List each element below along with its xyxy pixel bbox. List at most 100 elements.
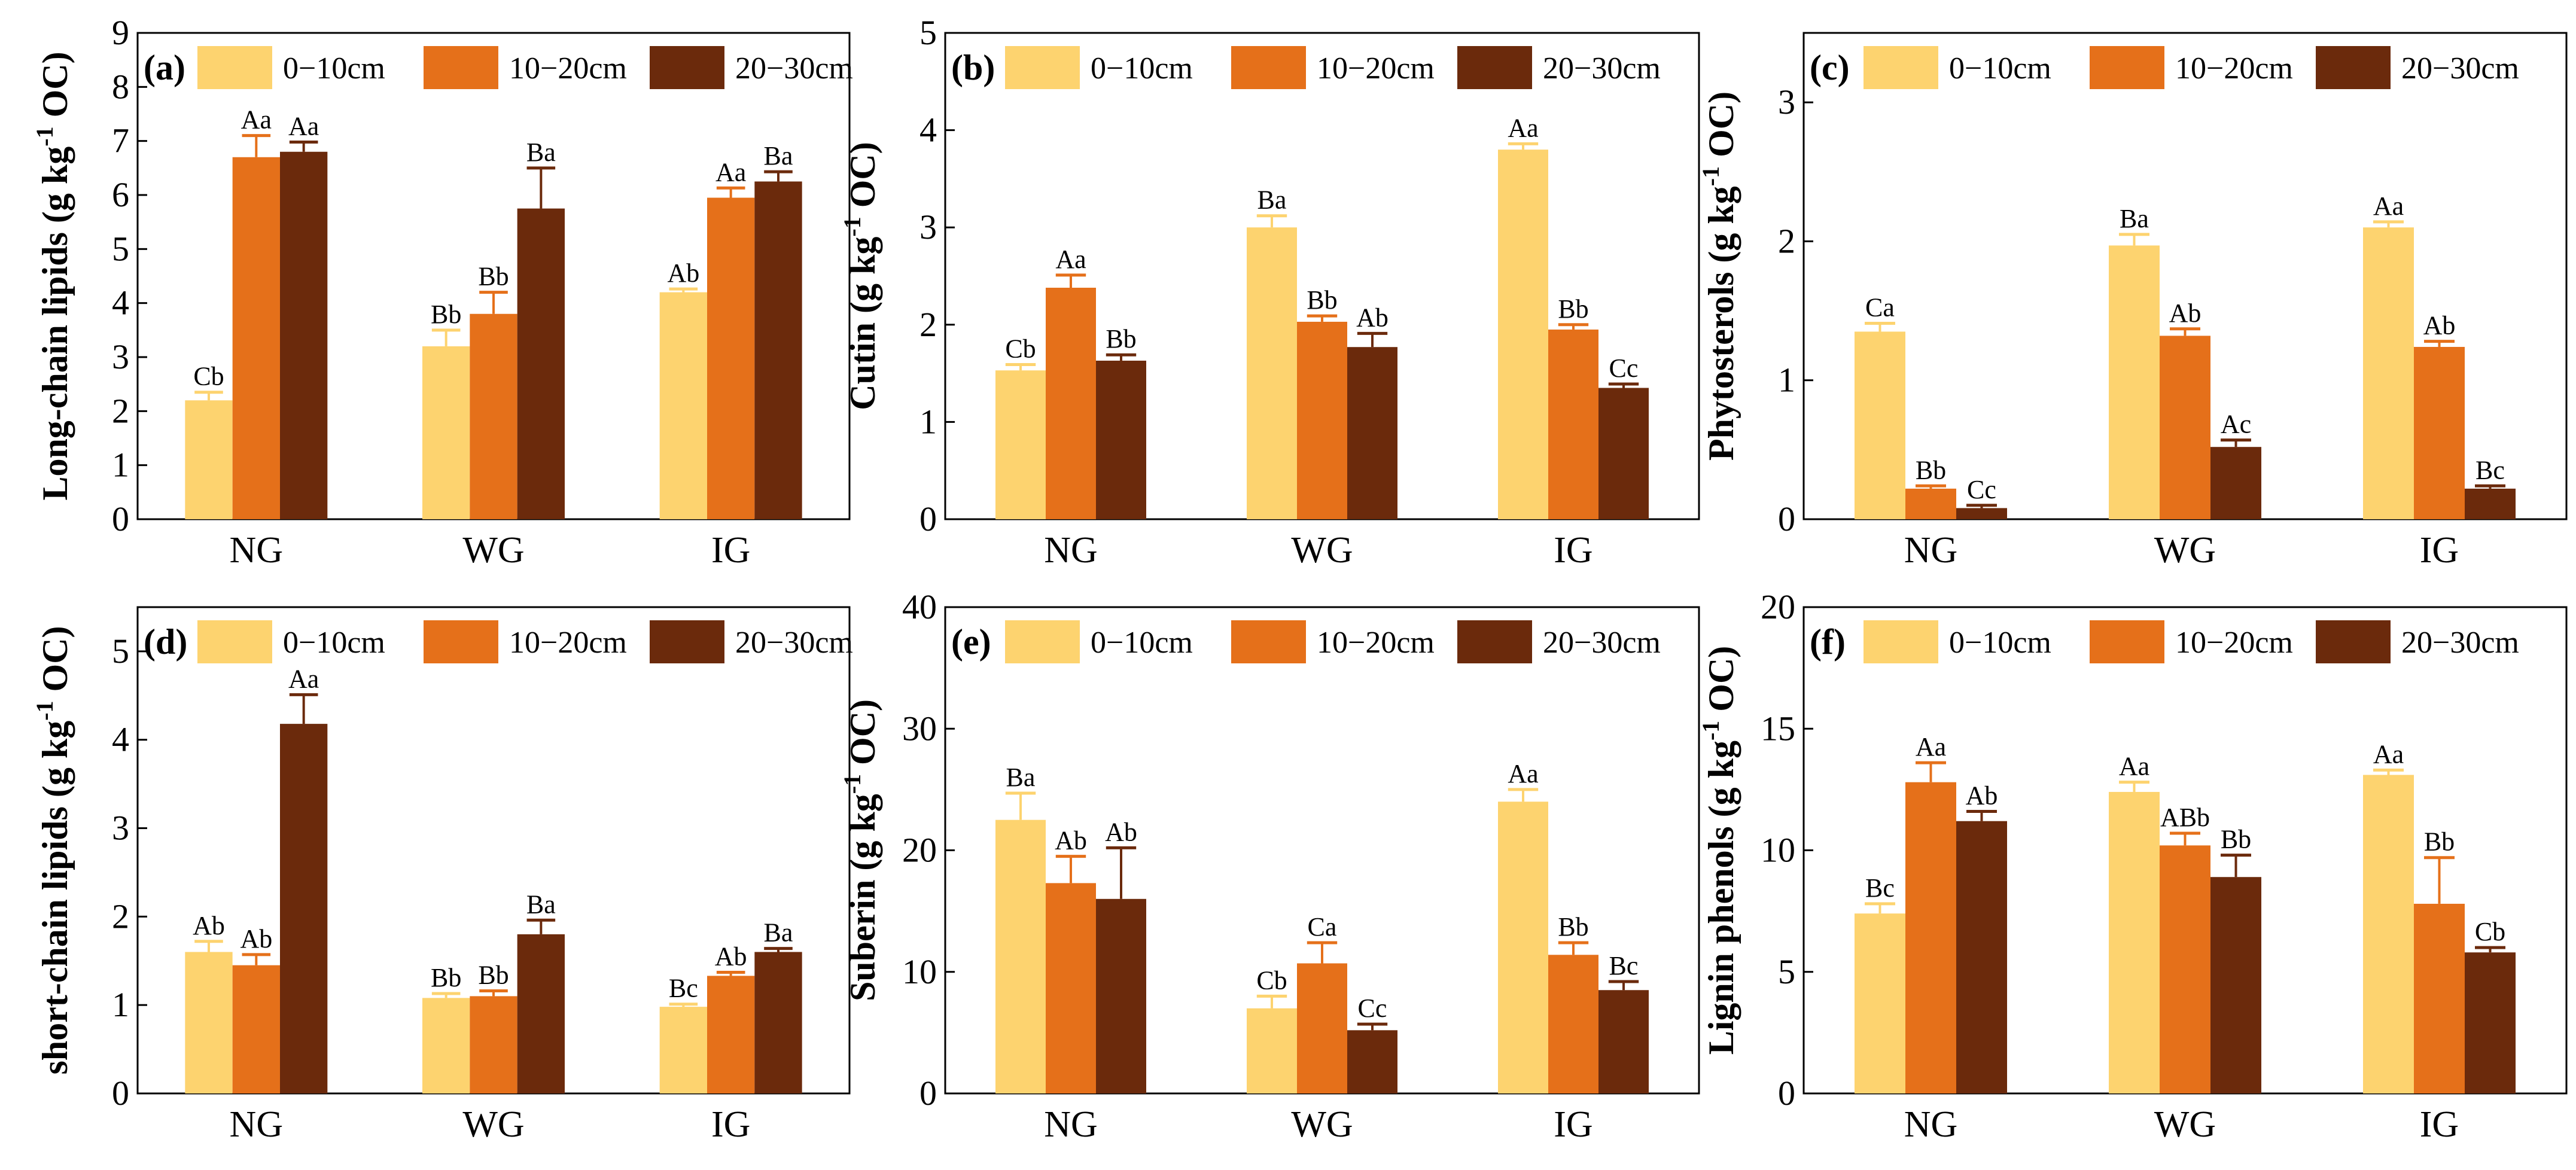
- panel-label: (d): [144, 622, 187, 662]
- significance-label: Ba: [526, 138, 556, 167]
- significance-label: Bb: [1558, 294, 1588, 324]
- bar-ig-series-1: [2363, 227, 2414, 519]
- significance-label: ABb: [2160, 803, 2210, 832]
- legend-label-1: 0−10cm: [1949, 626, 2051, 660]
- legend-label-2: 10−20cm: [1317, 626, 1435, 660]
- y-axis-label-superscript: -1: [839, 217, 866, 236]
- x-category-label: WG: [462, 530, 524, 571]
- y-axis-label-superscript: -1: [839, 774, 866, 794]
- legend-swatch-2: [2090, 620, 2164, 663]
- bar-ng-series-2: [232, 965, 280, 1093]
- significance-label: Ba: [2120, 204, 2149, 233]
- bar-ig-series-3: [2465, 488, 2516, 519]
- significance-label: Ba: [1257, 185, 1287, 215]
- significance-label: Ba: [1006, 763, 1036, 792]
- legend-swatch-1: [1005, 620, 1080, 663]
- significance-label: Ab: [1356, 303, 1389, 332]
- y-tick-label: 30: [902, 709, 937, 748]
- bar-ng-series-3: [1956, 821, 2007, 1093]
- legend-swatch-2: [1231, 620, 1306, 663]
- bar-ng-series-1: [1855, 913, 1905, 1093]
- chart-panel-3: 0 1 2 3 Phytosterols (g kg-1 OC) NG Ca Bb Cc WG Ba…: [1697, 32, 2568, 571]
- y-axis-label-end: OC): [1701, 646, 1741, 721]
- significance-label: Ca: [1865, 292, 1895, 322]
- significance-label: Ac: [2221, 410, 2251, 439]
- legend-swatch-2: [1231, 46, 1306, 89]
- x-category-label: IG: [711, 530, 750, 571]
- y-tick-label: 3: [112, 809, 129, 848]
- y-tick-label: 5: [919, 13, 937, 52]
- significance-label: Bc: [1865, 873, 1895, 903]
- x-category-label: WG: [1291, 1104, 1353, 1145]
- significance-label: Ab: [2423, 311, 2456, 340]
- bar-ng-series-2: [1905, 488, 1956, 519]
- y-tick-label: 4: [919, 111, 937, 150]
- significance-label: Ab: [715, 942, 747, 971]
- legend-label-2: 10−20cm: [509, 51, 627, 86]
- significance-label: Aa: [2373, 191, 2404, 221]
- legend-swatch-3: [1457, 620, 1532, 663]
- significance-label: Bb: [1106, 324, 1136, 354]
- significance-label: Ca: [1308, 912, 1337, 942]
- x-category-label: NG: [230, 530, 284, 571]
- y-axis-label: Lignin phenols (g kg-1 OC): [1697, 646, 1741, 1055]
- y-tick-label: 0: [919, 499, 937, 538]
- y-axis-label: Phytosterols (g kg-1 OC): [1697, 92, 1741, 461]
- y-tick-label: 5: [1778, 952, 1795, 991]
- y-tick-label: 1: [112, 985, 129, 1024]
- y-tick-label: 0: [919, 1074, 937, 1113]
- significance-label: Aa: [1055, 245, 1086, 274]
- y-axis-label-end: OC): [1701, 92, 1741, 166]
- y-tick-label: 1: [1778, 361, 1795, 400]
- y-tick-label: 40: [902, 587, 937, 626]
- significance-label: Bb: [1916, 455, 1946, 485]
- significance-label: Ab: [193, 911, 225, 940]
- bar-ng-series-3: [280, 724, 328, 1093]
- legend-swatch-3: [2316, 620, 2391, 663]
- legend-label-3: 20−30cm: [1543, 51, 1661, 86]
- bar-ng-series-1: [995, 819, 1046, 1093]
- significance-label: Cc: [1967, 475, 1996, 504]
- bar-wg-series-3: [2210, 447, 2261, 519]
- bar-wg-series-3: [1347, 1030, 1397, 1093]
- significance-label: Aa: [1916, 732, 1946, 761]
- significance-label: Aa: [2373, 739, 2404, 769]
- bar-wg-series-3: [517, 934, 565, 1093]
- bar-ig-series-1: [1498, 150, 1548, 519]
- significance-label: Cb: [1005, 334, 1036, 363]
- x-category-label: NG: [230, 1104, 284, 1145]
- legend-swatch-3: [1457, 46, 1532, 89]
- significance-label: Aa: [715, 157, 746, 187]
- y-tick-label: 10: [902, 952, 937, 991]
- y-tick-label: 4: [112, 284, 129, 322]
- legend-swatch-1: [197, 46, 272, 89]
- bar-wg-series-2: [2160, 845, 2210, 1093]
- chart-panel-1: 0 1 2 3 4 5 6 7 8 9 Long-chain lipids (g kg-1 OC) N…: [31, 13, 853, 571]
- y-axis-label-main: short-chain lipids (g kg: [35, 721, 75, 1075]
- y-axis-label-end: OC): [35, 626, 75, 700]
- legend: 0−10cm 10−20cm 20−30cm: [197, 46, 853, 89]
- y-axis-label: Suberin (g kg-1 OC): [839, 699, 882, 1001]
- y-tick-label: 3: [112, 337, 129, 376]
- legend-label-1: 0−10cm: [283, 51, 385, 86]
- panel-label: (f): [1810, 622, 1846, 662]
- significance-label: Bb: [431, 963, 461, 992]
- bar-ng-series-3: [280, 151, 328, 519]
- y-tick-label: 2: [112, 897, 129, 936]
- significance-label: Bb: [1307, 285, 1337, 315]
- y-tick-label: 4: [112, 720, 129, 759]
- bar-ig-series-1: [1498, 802, 1548, 1093]
- bar-wg-series-2: [470, 996, 517, 1093]
- legend-swatch-1: [1005, 46, 1080, 89]
- y-tick-label: 7: [112, 121, 129, 160]
- x-category-label: IG: [2420, 530, 2459, 571]
- y-axis-label-superscript: -1: [31, 700, 58, 720]
- bar-ng-series-2: [1905, 782, 1956, 1093]
- bar-wg-series-3: [517, 208, 565, 519]
- y-axis-label-main: Cutin (g kg: [843, 237, 882, 410]
- panel-label: (c): [1810, 48, 1850, 87]
- bar-ng-series-2: [232, 157, 280, 519]
- bar-ig-series-3: [1598, 990, 1649, 1093]
- bar-wg-series-1: [1247, 1008, 1297, 1093]
- x-category-label: IG: [2420, 1104, 2459, 1145]
